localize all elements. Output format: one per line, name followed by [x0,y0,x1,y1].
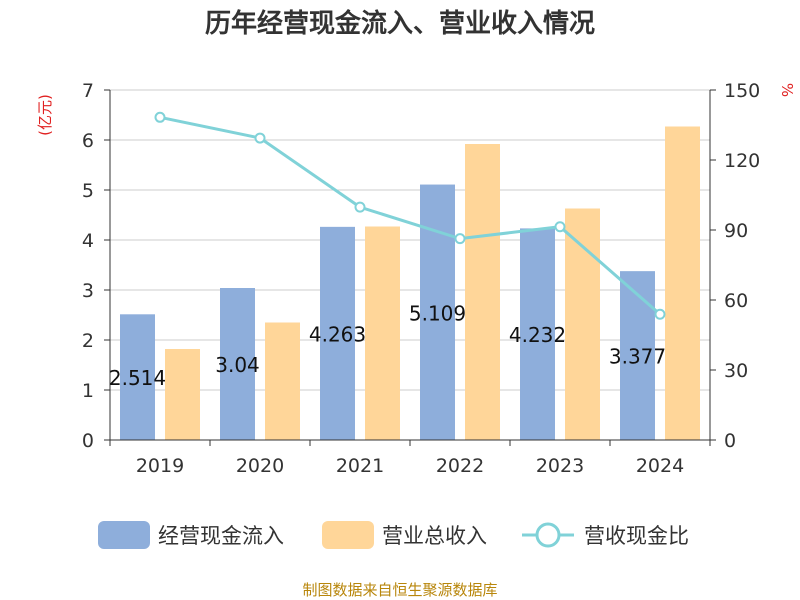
revenue-bar [565,208,600,440]
cash-inflow-bar [120,314,155,440]
revenue-bar [265,322,300,440]
right-axis-tick-label: 60 [724,290,748,312]
x-axis-tick-label: 2022 [436,455,484,477]
ratio-point [254,132,266,144]
data-source-note: 制图数据来自恒生聚源数据库 [302,581,497,599]
legend: 经营现金流入 营业总收入 营收现金比 [98,521,689,549]
cash-inflow-bar [620,271,655,440]
left-axis-tick-label: 3 [82,280,94,302]
legend-swatch-cash-inflow [98,521,150,549]
legend-swatch-ratio-marker [535,522,561,548]
legend-label-cash-inflow: 经营现金流入 [158,524,284,548]
legend-label-ratio: 营收现金比 [584,524,689,548]
bar-layer [120,126,700,440]
cash-inflow-value-label: 2.514 [109,366,166,390]
right-axis-tick-label: 150 [724,80,760,102]
legend-swatch-revenue [322,521,374,549]
ratio-point [354,201,366,213]
ratio-line-layer [154,111,666,320]
ratio-point [154,111,166,123]
right-axis-tick-label: 30 [724,360,748,382]
left-axis-tick-label: 2 [82,330,94,352]
chart-title: 历年经营现金流入、营业收入情况 [205,8,595,39]
revenue-bar [365,226,400,440]
x-axis-tick-label: 2024 [636,455,684,477]
ratio-point [654,308,666,320]
ratio-point [554,221,566,233]
cash-inflow-bar [320,226,355,440]
x-axis-tick-label: 2023 [536,455,584,477]
gridlines [110,89,710,391]
cash-inflow-bar [220,288,255,440]
left-axis-tick-label: 7 [82,80,94,102]
bar-value-labels: 2.514 3.04 4.263 5.109 4.232 3.377 [109,301,666,390]
revenue-bar [165,349,200,440]
left-axis-tick-label: 4 [82,230,94,252]
x-axis-tick-label: 2019 [136,455,184,477]
right-axis-tick-label: 90 [724,220,748,242]
ratio-point [454,233,466,245]
left-axis-tick-label: 1 [82,380,94,402]
right-axis-unit: % [778,83,796,97]
left-axis-tick-label: 6 [82,130,94,152]
revenue-bar [465,144,500,440]
right-axis-tick-label: 0 [724,430,736,452]
cash-inflow-value-label: 4.263 [309,322,366,346]
cash-inflow-value-label: 3.377 [609,345,666,369]
legend-label-revenue: 营业总收入 [382,524,487,548]
right-axis-tick-label: 120 [724,150,760,172]
left-axis-tick-label: 0 [82,430,94,452]
x-axis-tick-label: 2021 [336,455,384,477]
left-axis-unit: (亿元) [36,94,54,136]
cash-inflow-bar [520,228,555,440]
ratio-line [159,115,661,316]
axes: 0 1 2 3 4 5 6 7 0 30 60 90 120 150 2019 2020 2021 2022 202… [82,80,760,477]
cash-inflow-value-label: 3.04 [215,353,260,377]
left-axis-tick-label: 5 [82,180,94,202]
cash-inflow-value-label: 5.109 [409,301,466,325]
x-axis-tick-label: 2020 [236,455,284,477]
revenue-bar [665,126,700,440]
cash-inflow-value-label: 4.232 [509,323,566,347]
